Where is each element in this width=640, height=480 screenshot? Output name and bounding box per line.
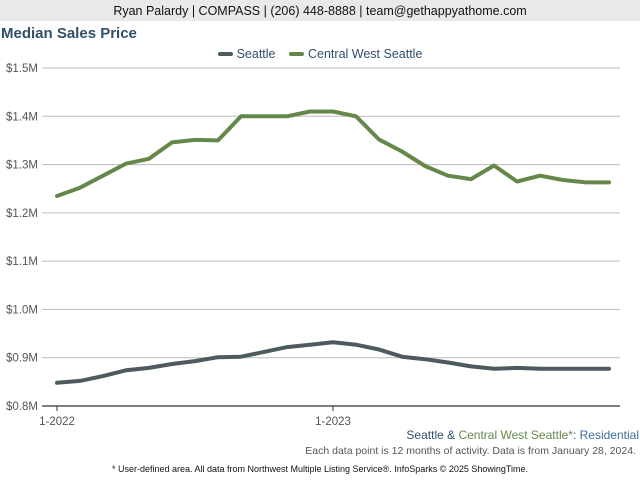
y-tick-label: $1.0M	[6, 304, 38, 316]
x-tick-label: 1-2023	[315, 416, 351, 428]
legend-swatch-central-west-seattle	[289, 52, 304, 56]
chart-legend: Seattle Central West Seattle	[0, 45, 640, 61]
series-line-seattle[interactable]	[55, 340, 611, 385]
chart-title: Median Sales Price	[1, 25, 137, 42]
y-tick-label: $0.8M	[6, 401, 38, 413]
series-line-central-west-seattle[interactable]	[55, 109, 611, 198]
contact-text: Ryan Palardy | COMPASS | (206) 448-8888 …	[113, 4, 527, 18]
contact-banner: Ryan Palardy | COMPASS | (206) 448-8888 …	[0, 0, 640, 21]
data-note: Each data point is 12 months of activity…	[305, 445, 636, 457]
series-description: Seattle & Central West Seattle*: Residen…	[406, 428, 639, 442]
legend-item-seattle[interactable]: Seattle	[217, 47, 276, 61]
y-tick-label: $1.3M	[6, 160, 38, 172]
legend-swatch-seattle	[217, 52, 233, 56]
y-tick-label: $0.9M	[6, 353, 38, 365]
y-tick-label: $1.1M	[6, 256, 38, 268]
y-tick-label: $1.4M	[6, 111, 38, 123]
legend-label-seattle: Seattle	[236, 47, 276, 61]
grid-layer	[42, 67, 620, 407]
series-desc-asterisk: *	[568, 428, 573, 442]
series-desc-type: Residential	[579, 428, 639, 442]
series-desc-cws: Central West Seattle	[458, 428, 569, 442]
y-tick-label: $1.2M	[6, 208, 38, 220]
series-desc-seattle: Seattle	[406, 428, 444, 442]
legend-item-central-west-seattle[interactable]: Central West Seattle	[289, 47, 422, 61]
series-desc-colon: :	[572, 428, 580, 442]
series-layer	[55, 109, 611, 385]
disclaimer: * User-defined area. All data from North…	[111, 464, 529, 474]
y-tick-label: $1.5M	[6, 63, 38, 75]
series-desc-amp: &	[443, 428, 459, 442]
x-tick-label: 1-2022	[39, 416, 75, 428]
legend-label-central-west-seattle: Central West Seattle	[308, 47, 423, 61]
axis-layer: $1.5M $1.4M $1.3M $1.2M $1.1M $1.0M $0.9M $0.8M…	[6, 63, 620, 428]
